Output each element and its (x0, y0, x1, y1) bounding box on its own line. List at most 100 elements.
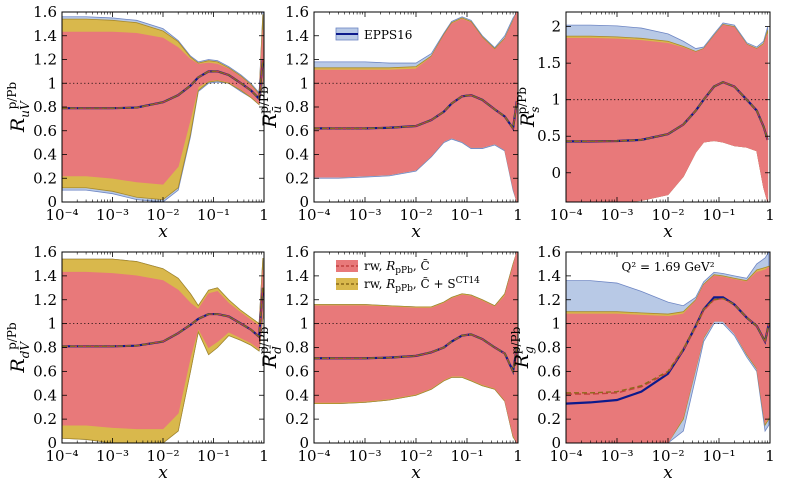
y-tick-label-s: 1.5 (537, 54, 561, 72)
central-line-ct14-s (566, 81, 769, 143)
legend-label-epps16: EPPS16 (364, 28, 412, 42)
y-tick-label-uV: 1.2 (33, 51, 57, 69)
panel-s: 10⁻⁴ 10⁻³ 10⁻² 10⁻¹ 1 0 0.5 1 1.5 2 x Rsp/Pb (515, 11, 775, 242)
x-tick-label-uV: 10⁻¹ (197, 206, 230, 224)
x-axis-label-uV: x (158, 222, 168, 242)
y-tick-label-uV: 1.4 (33, 27, 57, 45)
band-rw-uV (62, 29, 264, 185)
legend-reweight: rw, RpPb, C̃rw, RpPb, C̃ + SCT14 (336, 258, 480, 294)
y-tick-label-uV: 0 (47, 193, 57, 211)
y-tick-label-dbar: 0.4 (285, 386, 309, 404)
y-tick-label-s: 0 (551, 164, 561, 182)
y-tick-label-g: 1 (551, 315, 561, 333)
y-tick-label-g: 0 (551, 434, 561, 452)
plot-area-s (566, 22, 770, 202)
x-tick-label-s: 10⁻¹ (702, 206, 735, 224)
x-axis-label-g: x (663, 463, 673, 483)
y-tick-label-g: 0.8 (537, 339, 561, 357)
y-tick-label-uV: 0.6 (33, 122, 57, 140)
x-tick-label-ubar: 10⁻⁴ (297, 206, 330, 224)
y-tick-label-s: 0.5 (537, 127, 561, 145)
y-tick-label-dV: 0.6 (33, 362, 57, 380)
y-axis-label-s: Rsp/Pb (515, 87, 542, 128)
x-tick-label-s: 10⁻² (651, 206, 684, 224)
y-tick-label-dbar: 0 (299, 434, 309, 452)
y-tick-label-dV: 0.8 (33, 339, 57, 357)
y-tick-label-ubar: 1 (299, 74, 309, 92)
x-tick-label-dV: 10⁻² (146, 447, 179, 465)
y-tick-label-g: 1.2 (537, 291, 561, 309)
x-axis-label-dV: x (158, 463, 168, 483)
y-tick-label-dV: 1.6 (33, 243, 57, 261)
y-tick-label-dV: 0.2 (33, 410, 57, 428)
legend-label-ct14: rw, RpPb, C̃ + SCT14 (364, 276, 480, 294)
x-tick-label-dV: 10⁻³ (96, 447, 129, 465)
x-tick-label-uV: 1 (259, 206, 269, 224)
y-tick-label-ubar: 0 (299, 193, 309, 211)
x-tick-label-dbar: 10⁻⁴ (297, 447, 330, 465)
x-tick-label-ubar: 1 (513, 206, 523, 224)
y-tick-label-ubar: 1.4 (285, 27, 309, 45)
x-axis-label-dbar: x (411, 463, 421, 483)
y-tick-label-dbar: 1.4 (285, 267, 309, 285)
y-tick-label-g: 1.4 (537, 267, 561, 285)
x-axis-label-s: x (663, 222, 673, 242)
y-tick-label-dV: 1.4 (33, 267, 57, 285)
y-tick-label-ubar: 0.8 (285, 98, 309, 116)
x-tick-label-dV: 10⁻⁴ (45, 447, 78, 465)
central-line-ct14-dV (62, 287, 264, 348)
x-axis-label-ubar: x (411, 222, 421, 242)
central-line-ct14-uV (62, 59, 264, 109)
x-tick-label-g: 10⁻³ (600, 447, 633, 465)
y-tick-label-g: 0.6 (537, 362, 561, 380)
y-tick-label-ubar: 1.6 (285, 3, 309, 21)
band-rw-ubar (314, 12, 518, 202)
x-tick-label-g: 10⁻¹ (702, 447, 735, 465)
y-tick-label-dbar: 0.6 (285, 362, 309, 380)
y-tick-label-dbar: 1.6 (285, 243, 309, 261)
plot-area-ubar (314, 12, 518, 202)
legend-epps16: EPPS16 (335, 27, 412, 42)
y-tick-label-s: 2 (551, 18, 561, 36)
x-tick-label-ubar: 10⁻² (399, 206, 432, 224)
panel-g: 10⁻⁴ 10⁻³ 10⁻² 10⁻¹ 1 0 0.2 0.4 0.6 0.8 1 1.2 1.4 1.6… (509, 243, 775, 483)
panel-dV: 10⁻⁴ 10⁻³ 10⁻² 10⁻¹ 1 0 0.2 0.4 0.6 0.8 1 1.2 1.4 1.6… (5, 243, 269, 483)
x-tick-label-s: 10⁻⁴ (549, 206, 582, 224)
x-tick-label-dbar: 10⁻² (399, 447, 432, 465)
x-tick-label-dV: 1 (259, 447, 269, 465)
x-tick-label-ubar: 10⁻¹ (450, 206, 483, 224)
y-tick-label-dbar: 1 (299, 315, 309, 333)
y-tick-label-dV: 0 (47, 434, 57, 452)
y-tick-label-dbar: 1.2 (285, 291, 309, 309)
x-tick-label-dbar: 10⁻¹ (450, 447, 483, 465)
y-axis-label-dbar: Rd̄p/Pb (257, 326, 284, 369)
band-rw-s (566, 24, 769, 202)
x-tick-label-s: 1 (765, 206, 775, 224)
x-tick-label-dbar: 1 (513, 447, 523, 465)
x-tick-label-s: 10⁻³ (600, 206, 633, 224)
central-line-ct14-g (566, 297, 770, 394)
y-tick-label-ubar: 1.2 (285, 51, 309, 69)
y-tick-label-uV: 0.2 (33, 169, 57, 187)
y-tick-label-ubar: 0.4 (285, 146, 309, 164)
x-tick-label-g: 10⁻⁴ (549, 447, 582, 465)
central-line-rw-g (566, 297, 770, 395)
plot-area-dV (62, 257, 264, 443)
panel-uV: 10⁻⁴ 10⁻³ 10⁻² 10⁻¹ 1 0 0.2 0.4 0.6 0.8 1 1.2 1.4 1.6… (5, 3, 269, 242)
x-tick-label-g: 10⁻² (651, 447, 684, 465)
y-tick-label-dbar: 0.8 (285, 339, 309, 357)
x-tick-label-uV: 10⁻³ (96, 206, 129, 224)
legend-label-rw: rw, RpPb, C̃ (364, 258, 430, 276)
panel-dbar: 10⁻⁴ 10⁻³ 10⁻² 10⁻¹ 1 0 0.2 0.4 0.6 0.8 1 1.2 1.4 1.6… (257, 243, 523, 483)
band-rw-dbar (314, 252, 518, 443)
x-tick-label-dV: 10⁻¹ (197, 447, 230, 465)
central-line-ct14-ubar (314, 94, 518, 131)
y-tick-label-dV: 1 (47, 315, 57, 333)
y-axis-label-dV: RdVp/Pb (5, 322, 32, 373)
panel-ubar: 10⁻⁴ 10⁻³ 10⁻² 10⁻¹ 1 0 0.2 0.4 0.6 0.8 1 1.2 1.4 1.6… (257, 3, 523, 242)
central-line-ct14-dbar (314, 333, 518, 374)
plot-area-dbar (314, 252, 518, 443)
y-tick-label-uV: 1.6 (33, 3, 57, 21)
q2-annotation: Q² = 1.69 GeV² (621, 260, 714, 274)
